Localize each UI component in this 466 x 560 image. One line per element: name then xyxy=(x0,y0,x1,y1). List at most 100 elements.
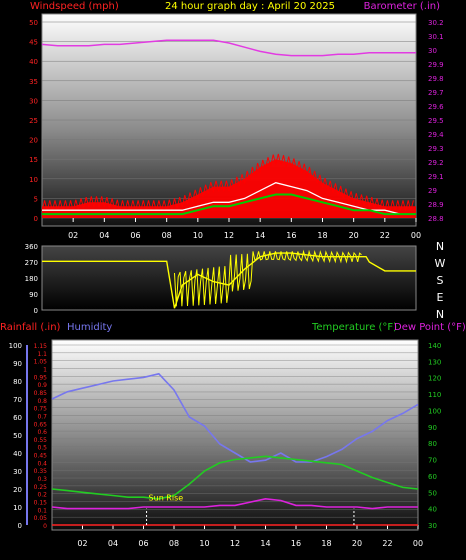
wind-axis-title: Windspeed (mph) xyxy=(30,1,119,12)
gust-line xyxy=(41,153,414,212)
rain-tick-label: 0.75 xyxy=(34,406,48,413)
temperature-tick-label: 90 xyxy=(428,424,437,432)
rain-tick-label: 1.1 xyxy=(37,351,47,358)
humidity-tick-label: 70 xyxy=(13,396,22,404)
barometer-tick-label: 29.8 xyxy=(428,75,444,83)
temperature-tick-label: 50 xyxy=(428,489,437,497)
rain-tick-label: 0.15 xyxy=(34,500,48,507)
x-tick-label: 12 xyxy=(230,539,240,548)
wind-tick-label: 30 xyxy=(29,97,38,105)
compass-label: E xyxy=(437,291,444,304)
barometer-tick-label: 29.6 xyxy=(428,103,444,111)
x-tick-label: 02 xyxy=(68,231,78,240)
humidity-tick-label: 90 xyxy=(13,360,22,368)
wind-tick-label: 50 xyxy=(29,19,38,27)
rain-tick-label: 0.7 xyxy=(37,413,47,420)
temperature-axis-title: Temperature (°F) xyxy=(311,322,397,333)
x-tick-label: 10 xyxy=(199,539,209,548)
direction-tick-label: 360 xyxy=(25,243,38,251)
temperature-tick-label: 100 xyxy=(428,407,441,415)
temperature-tick-label: 70 xyxy=(428,457,437,465)
humidity-tick-label: 10 xyxy=(13,504,22,512)
wind-tick-label: 35 xyxy=(29,78,38,86)
rain-tick-label: 0.25 xyxy=(34,484,48,491)
x-tick-label: 18 xyxy=(321,539,331,548)
x-tick-label: 02 xyxy=(77,539,87,548)
rain-tick-label: 0.35 xyxy=(34,468,48,475)
barometer-tick-label: 30.1 xyxy=(428,33,444,41)
rainfall-axis-title: Rainfall (.in) xyxy=(0,322,61,333)
rain-tick-label: 0.8 xyxy=(37,398,47,405)
avg-wind-line xyxy=(42,193,416,216)
humidity-tick-label: 80 xyxy=(13,378,22,386)
rain-tick-label: 0.4 xyxy=(37,460,47,467)
wind-tick-label: 45 xyxy=(29,39,38,47)
rain-tick-label: 0.05 xyxy=(34,515,48,522)
x-tick-label: 22 xyxy=(382,539,392,548)
direction-tick-label: 270 xyxy=(25,259,38,267)
x-tick-label: 14 xyxy=(255,231,265,240)
barometer-line xyxy=(41,39,416,57)
x-tick-label: 04 xyxy=(108,539,118,548)
wind-panel: 0 5 10 15 20 25 30 35 40 45 50 28.8 28.9 29 29.1 29.2 29… xyxy=(29,19,444,240)
barometer-tick-label: 30.2 xyxy=(428,19,444,27)
direction-tick-label: 0 xyxy=(34,307,38,315)
x-tick-label: 00 xyxy=(413,539,423,548)
sunrise-annotation: Sun Rise xyxy=(149,493,184,502)
humidity-tick-label: 30 xyxy=(13,468,22,476)
temperature-line xyxy=(51,455,419,500)
rain-tick-label: 0.65 xyxy=(34,421,48,428)
x-tick-label: 22 xyxy=(380,231,390,240)
x-tick-label: 06 xyxy=(138,539,148,548)
x-tick-label: 20 xyxy=(352,539,362,548)
wind-tick-label: 10 xyxy=(29,176,38,184)
humidity-tick-label: 100 xyxy=(9,342,22,350)
x-tick-label: 10 xyxy=(193,231,203,240)
humidity-tick-label: 20 xyxy=(13,486,22,494)
dewpoint-axis-title: Dew Point (°F) xyxy=(394,322,466,333)
rain-tick-label: 0.55 xyxy=(34,437,48,444)
rain-tick-label: 0.9 xyxy=(37,382,47,389)
chart-title: 24 hour graph day : April 20 2025 xyxy=(165,1,335,12)
direction-variability-line xyxy=(174,249,362,307)
rain-tick-label: 1.15 xyxy=(34,343,48,350)
x-tick-label: 08 xyxy=(169,539,179,548)
temperature-tick-label: 120 xyxy=(428,375,441,383)
temperature-tick-label: 40 xyxy=(428,506,437,514)
x-tick-label: 00 xyxy=(411,231,421,240)
humidity-tick-label: 60 xyxy=(13,414,22,422)
barometer-tick-label: 29.2 xyxy=(428,159,444,167)
humidity-axis-title: Humidity xyxy=(67,322,112,333)
compass-label: N xyxy=(436,308,444,321)
barometer-tick-label: 29.7 xyxy=(428,89,444,97)
rain-tick-label: 0.1 xyxy=(37,507,47,514)
temp-panel-background xyxy=(51,339,419,531)
barometer-tick-label: 29.9 xyxy=(428,61,444,69)
rain-tick-label: 0 xyxy=(43,523,47,530)
humidity-tick-label: 0 xyxy=(18,522,22,530)
compass-label: N xyxy=(436,240,444,253)
temperature-tick-label: 140 xyxy=(428,342,441,350)
wind-tick-label: 20 xyxy=(29,137,38,145)
x-tick-label: 16 xyxy=(286,231,296,240)
barometer-tick-label: 29.4 xyxy=(428,131,444,139)
barometer-axis-title: Barometer (.in) xyxy=(364,1,440,12)
rain-tick-label: 0.85 xyxy=(34,390,48,397)
barometer-tick-label: 30 xyxy=(428,47,437,55)
x-tick-label: 12 xyxy=(224,231,234,240)
dewpoint-line xyxy=(51,497,418,510)
rain-tick-label: 0.3 xyxy=(37,476,47,483)
rain-tick-label: 1.05 xyxy=(34,359,48,366)
rain-tick-label: 0.6 xyxy=(37,429,47,436)
direction-tick-label: 90 xyxy=(29,291,38,299)
temperature-tick-label: 30 xyxy=(428,522,437,530)
temperature-tick-label: 130 xyxy=(428,358,441,366)
x-tick-label: 08 xyxy=(162,231,172,240)
barometer-tick-label: 29.1 xyxy=(428,173,444,181)
barometer-tick-label: 29 xyxy=(428,187,437,195)
barometer-tick-label: 29.5 xyxy=(428,117,444,125)
barometer-tick-label: 28.8 xyxy=(428,215,444,223)
